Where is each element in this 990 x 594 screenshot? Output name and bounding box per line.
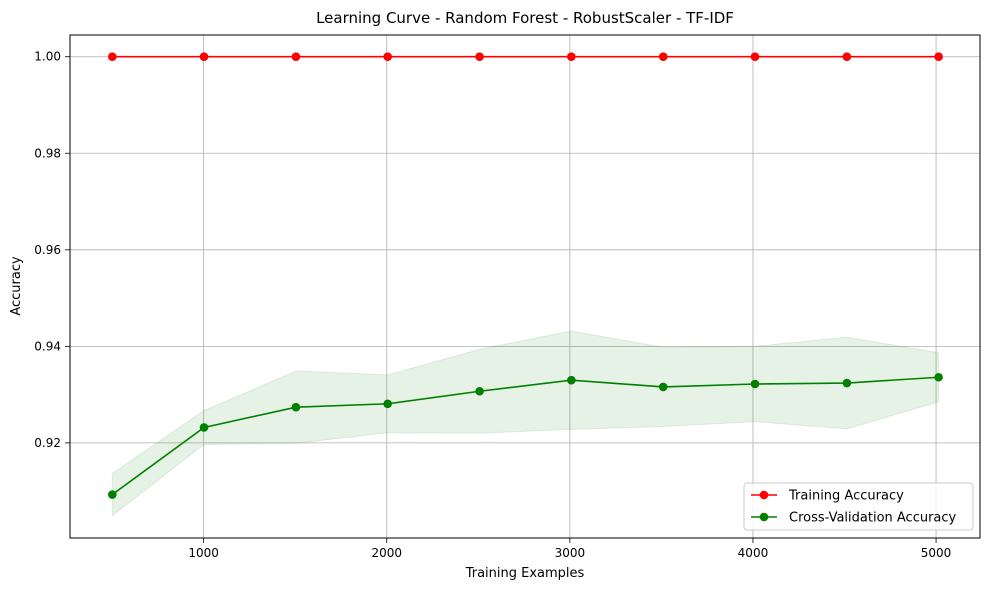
y-tick-label: 1.00 (34, 50, 61, 64)
y-tick-label: 0.94 (34, 339, 61, 353)
y-axis-label: Accuracy (9, 256, 24, 316)
series-1-point (107, 490, 117, 499)
legend-label: Cross-Validation Accuracy (789, 511, 957, 526)
series-1-point (934, 372, 943, 382)
series-0-point (199, 52, 209, 62)
series-1-point (658, 382, 668, 392)
series-1-point (842, 378, 852, 388)
series-1-point (475, 386, 484, 396)
axis-ticks: 1000 2000 3000 4000 5000 0.92 0.94 0.96 0.98 1.00 (34, 50, 951, 560)
series-0-point (658, 52, 668, 62)
legend-marker-sample (759, 512, 769, 522)
plot-frame (69, 34, 981, 539)
series-0-point (750, 52, 760, 62)
x-tick-label: 5000 (921, 546, 952, 560)
series-1-line (111, 376, 939, 496)
series-lines (111, 55, 939, 496)
legend-marker-sample (759, 490, 769, 500)
series-0-point (383, 52, 392, 62)
y-tick-label: 0.98 (34, 146, 61, 160)
series-0-point (107, 52, 117, 62)
legend-label: Training Accuracy (788, 489, 904, 504)
x-tick-label: 3000 (555, 546, 586, 560)
series-0-point (475, 52, 484, 62)
legend: Training Accuracy Cross-Validation Accura… (743, 482, 974, 531)
chart-title: Learning Curve - Random Forest - RobustS… (316, 9, 734, 27)
series-1-point (750, 379, 760, 389)
series-1-point (567, 375, 576, 385)
series-0-point (291, 52, 301, 62)
legend-box (743, 482, 974, 531)
x-tick-label: 1000 (188, 546, 219, 560)
series-1-point (291, 402, 301, 412)
legend-entries: Training Accuracy Cross-Validation Accura… (751, 489, 957, 526)
x-tick-label: 4000 (738, 546, 769, 560)
series-0-point (934, 52, 943, 62)
x-tick-label: 2000 (371, 546, 402, 560)
series-markers (107, 52, 943, 499)
confidence-bands (111, 330, 940, 517)
series-1-point (199, 423, 209, 432)
y-tick-label: 0.92 (34, 436, 61, 450)
series-1-point (383, 399, 392, 409)
series-0-point (567, 52, 576, 62)
x-axis-label: Training Examples (465, 566, 585, 581)
y-tick-label: 0.96 (34, 243, 61, 257)
series-0-point (842, 52, 852, 62)
series-1-confidence-band (111, 330, 940, 517)
